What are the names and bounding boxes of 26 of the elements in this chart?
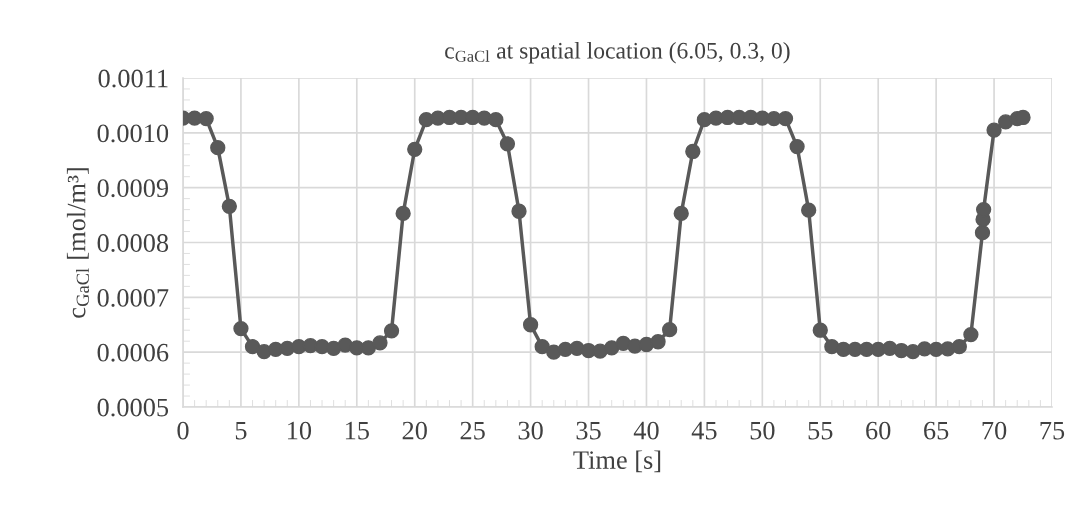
y-axis-title: c$_{GaCl}$ [mol/m³]	[66, 168, 90, 318]
x-tick-label: 5	[235, 421, 247, 440]
x-tick-label: 60	[866, 421, 891, 440]
y-tick-label: 0.0009	[97, 179, 169, 198]
x-tick-label: 15	[345, 421, 369, 440]
y-tick-label: 0.0005	[97, 398, 169, 417]
y-tick-label: 0.0006	[97, 343, 169, 362]
x-tick-label: 35	[576, 421, 601, 440]
x-tick-label: 45	[691, 421, 717, 440]
x-tick-label: 0	[177, 421, 189, 440]
y-tick-label: 0.0011	[98, 69, 168, 88]
y-tick-label: 0.0007	[97, 288, 169, 307]
x-tick-label: 55	[808, 421, 833, 440]
chart-title: c$_{GaCl}$ at spatial location (6.05, 0.3, 0)	[445, 42, 790, 64]
x-tick-label: 10	[287, 421, 312, 440]
x-tick-label: 20	[402, 421, 427, 440]
y-tick-label: 0.0010	[97, 124, 169, 143]
x-tick-label: 75	[1040, 421, 1065, 440]
x-tick-label: 65	[924, 421, 949, 440]
x-axis-title: Time [s]	[573, 450, 661, 473]
x-tick-label: 30	[518, 421, 543, 440]
x-tick-label: 25	[460, 421, 485, 440]
x-tick-label: 70	[982, 421, 1007, 440]
y-tick-label: 0.0008	[97, 234, 169, 253]
x-tick-label: 40	[633, 421, 659, 440]
x-tick-label: 50	[750, 421, 775, 440]
